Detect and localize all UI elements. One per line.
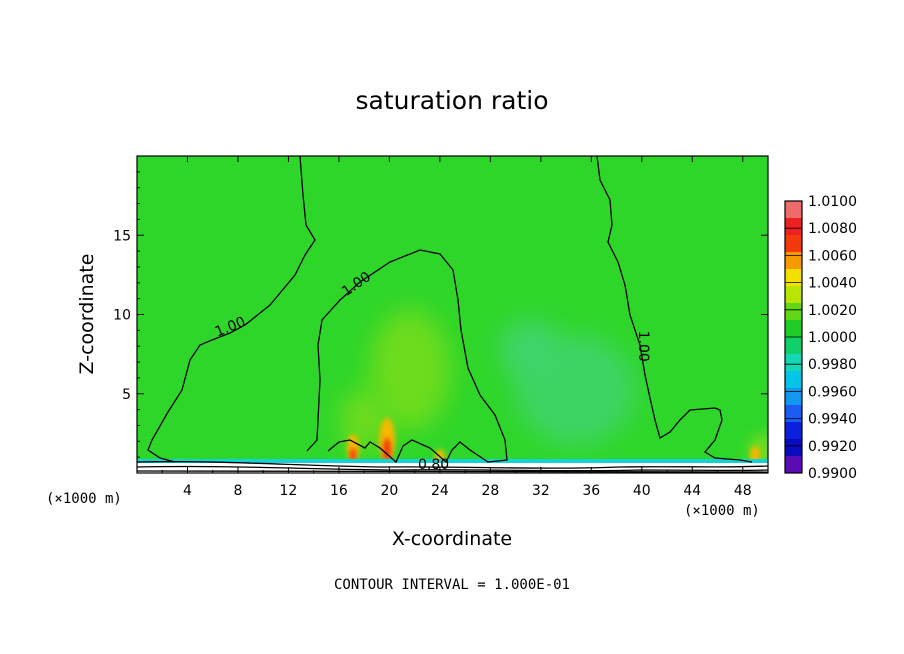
colorbar-swatch bbox=[785, 439, 802, 457]
x-tick-label: 36 bbox=[582, 483, 600, 499]
x-tick-label: 24 bbox=[431, 483, 449, 499]
colorbar-swatch bbox=[785, 218, 802, 236]
hot-spot-2 bbox=[383, 438, 391, 462]
colorbar: 1.0100 1.0080 1.0060 1.0040 1.0020 1.0000 0.99… bbox=[784, 194, 857, 482]
colorbar-label: 1.0100 bbox=[808, 194, 857, 210]
x-tick-label: 28 bbox=[481, 483, 499, 499]
contour-surface-1 bbox=[137, 460, 768, 469]
contour-label: 1.00 bbox=[635, 331, 651, 362]
colorbar-swatch bbox=[785, 388, 802, 406]
y-tick-label: 10 bbox=[113, 308, 131, 324]
colorbar-label: 0.9900 bbox=[808, 466, 857, 482]
y-tick-label: 5 bbox=[122, 387, 131, 403]
surface-cyan-band bbox=[137, 459, 768, 465]
contour-lines bbox=[137, 156, 768, 473]
colorbar-swatch bbox=[785, 456, 802, 474]
x-tick-label: 40 bbox=[633, 483, 651, 499]
x-tick-label: 48 bbox=[734, 483, 752, 499]
colorbar-swatch bbox=[785, 320, 802, 338]
contour-center-dome bbox=[306, 249, 508, 464]
colorbar-swatch bbox=[785, 371, 802, 389]
contour-surface-2 bbox=[137, 465, 768, 472]
colorbar-label: 0.9960 bbox=[808, 384, 857, 400]
colorbar-swatch bbox=[785, 405, 802, 423]
x-tick-label: 32 bbox=[532, 483, 550, 499]
contour-interval-note: CONTOUR INTERVAL = 1.000E-01 bbox=[333, 577, 570, 593]
colorbar-swatch bbox=[785, 337, 802, 355]
colorbar-swatch bbox=[785, 286, 802, 304]
colorbar-label: 1.0000 bbox=[808, 330, 857, 346]
colorbar-swatch bbox=[785, 201, 802, 219]
colorbar-swatch bbox=[785, 303, 802, 321]
field-layer bbox=[137, 156, 768, 473]
x-unit-label-right: (×1000 m) bbox=[684, 503, 760, 519]
colorbar-label: 0.9920 bbox=[808, 439, 857, 455]
chart-title: saturation ratio bbox=[355, 86, 549, 115]
colorbar-label: 1.0080 bbox=[808, 221, 857, 237]
contour-left bbox=[147, 156, 316, 463]
y-axis-ticks: 5 10 15 bbox=[113, 171, 768, 458]
x-axis-label: X-coordinate bbox=[391, 528, 513, 550]
colorbar-label: 1.0020 bbox=[808, 303, 857, 319]
colorbar-label: 0.9980 bbox=[808, 357, 857, 373]
x-tick-label: 4 bbox=[183, 483, 192, 499]
y-tick-label: 15 bbox=[113, 228, 131, 244]
contour-right bbox=[596, 156, 753, 463]
x-tick-label: 12 bbox=[280, 483, 298, 499]
colorbar-label: 1.0060 bbox=[808, 248, 857, 264]
field-background bbox=[137, 156, 768, 473]
hot-spot-1 bbox=[350, 448, 356, 462]
contour-label: 0.80 bbox=[418, 457, 449, 473]
colorbar-swatch bbox=[785, 235, 802, 253]
x-tick-label: 16 bbox=[330, 483, 348, 499]
x-tick-label: 20 bbox=[380, 483, 398, 499]
surface-dry-band bbox=[137, 463, 768, 473]
colorbar-label: 1.0040 bbox=[808, 276, 857, 292]
colorbar-swatch bbox=[785, 422, 802, 440]
colorbar-swatch bbox=[785, 354, 802, 372]
colorbar-label: 0.9940 bbox=[808, 412, 857, 428]
colorbar-swatch bbox=[785, 252, 802, 270]
x-tick-label: 44 bbox=[683, 483, 701, 499]
x-unit-label-left: (×1000 m) bbox=[46, 491, 122, 507]
x-axis-ticks: 4 8 12 16 20 24 28 32 36 40 44 48 bbox=[161, 156, 752, 499]
colorbar-swatch bbox=[785, 269, 802, 287]
moist-region-center bbox=[370, 310, 450, 430]
contour-surface-3 bbox=[137, 470, 768, 473]
dry-region-right-upper bbox=[500, 320, 560, 380]
x-tick-label: 8 bbox=[233, 483, 242, 499]
